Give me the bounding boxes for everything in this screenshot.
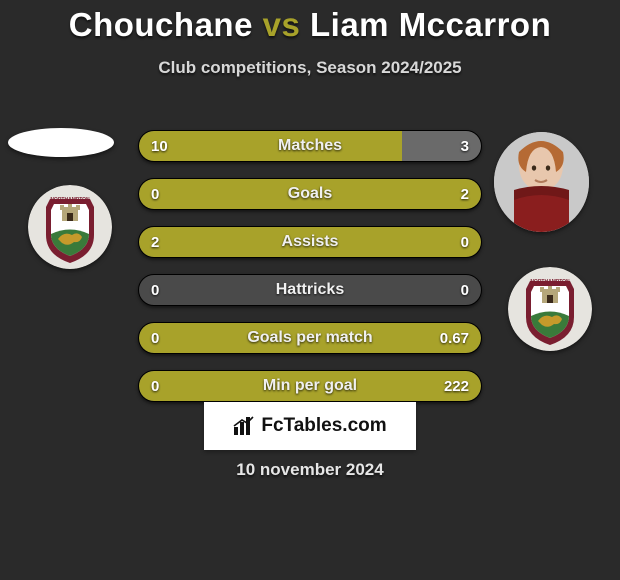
stat-value-right: 0: [461, 227, 469, 257]
stat-row: 0 Hattricks 0: [138, 274, 482, 306]
stat-value-right: 3: [461, 131, 469, 161]
stat-row: 0 Goals 2: [138, 178, 482, 210]
svg-text:NORTHAMPTON: NORTHAMPTON: [530, 279, 570, 285]
stat-value-right: 222: [444, 371, 469, 401]
player2-club-crest: NORTHAMPTON: [508, 267, 592, 351]
stat-label: Goals: [139, 179, 481, 209]
date-text: 10 november 2024: [0, 460, 620, 480]
player1-photo-placeholder: [8, 128, 114, 157]
stat-row: 0 Goals per match 0.67: [138, 322, 482, 354]
stat-row: 10 Matches 3: [138, 130, 482, 162]
stat-value-right: 0: [461, 275, 469, 305]
vs-text: vs: [263, 6, 301, 43]
h2h-stat-bars: 10 Matches 3 0 Goals 2 2 Assists 0 0 Hat…: [138, 130, 482, 418]
stat-label: Matches: [139, 131, 481, 161]
player2-name: Liam Mccarron: [310, 6, 551, 43]
fctables-branding: FcTables.com: [204, 402, 416, 450]
fctables-text: FcTables.com: [261, 415, 386, 437]
svg-text:NORTHAMPTON: NORTHAMPTON: [50, 197, 90, 203]
stat-label: Assists: [139, 227, 481, 257]
page-title: Chouchane vs Liam Mccarron: [0, 6, 620, 44]
infographic-root: Chouchane vs Liam Mccarron Club competit…: [0, 6, 620, 580]
stat-label: Min per goal: [139, 371, 481, 401]
player1-name: Chouchane: [69, 6, 253, 43]
player2-photo: [494, 132, 589, 232]
chart-icon: [233, 416, 255, 436]
stat-row: 0 Min per goal 222: [138, 370, 482, 402]
stat-label: Hattricks: [139, 275, 481, 305]
subtitle: Club competitions, Season 2024/2025: [0, 58, 620, 78]
stat-value-right: 0.67: [440, 323, 469, 353]
player1-club-crest: NORTHAMPTON: [28, 185, 112, 269]
stat-value-right: 2: [461, 179, 469, 209]
stat-label: Goals per match: [139, 323, 481, 353]
stat-row: 2 Assists 0: [138, 226, 482, 258]
